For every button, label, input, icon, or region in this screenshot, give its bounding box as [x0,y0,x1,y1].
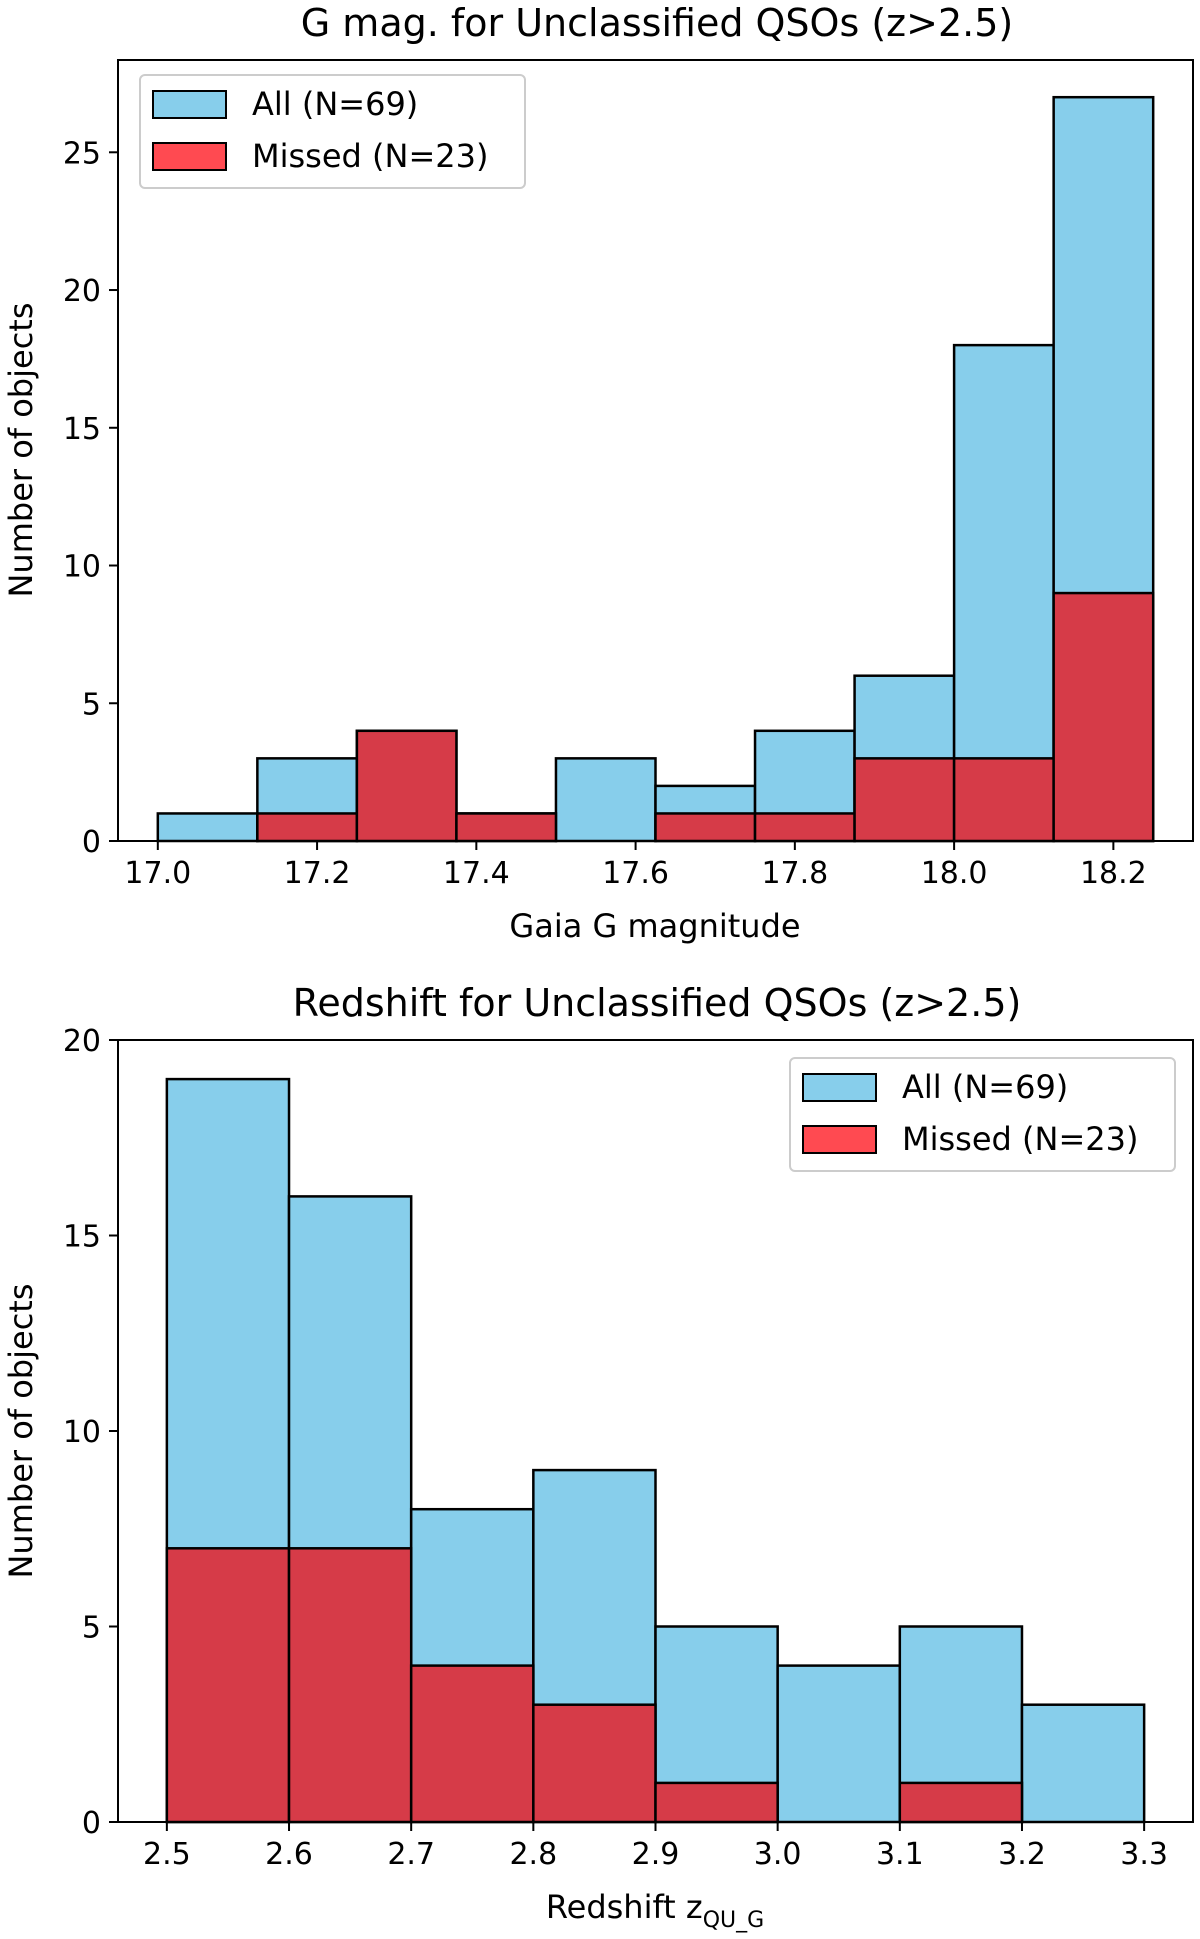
x-tick-label: 2.9 [632,1837,680,1872]
legend-label-all: All (N=69) [252,85,418,123]
x-tick-label: 17.0 [124,856,191,891]
bar-all-4 [554,757,657,843]
y-tick-label: 5 [82,1611,101,1646]
y-tick-label: 10 [63,1415,101,1450]
y-axis-ticks: 0 5 10 15 20 [63,1024,118,1841]
plot-frame [117,59,1194,842]
x-tick-label: 3.2 [998,1837,1046,1872]
legend-frame [789,1057,1176,1172]
bar-missed-3 [532,1703,657,1824]
legend-label-missed: Missed (N=23) [902,1120,1138,1158]
x-tick-label: 2.8 [509,1837,557,1872]
y-tick-label: 20 [63,274,101,309]
x-tick-label: 17.4 [443,856,510,891]
x-tick-label: 17.8 [761,856,828,891]
bars [165,1077,1146,1824]
x-axis-label-subscript: QU_G [703,1908,764,1933]
y-axis-label: Number of objects [2,302,40,597]
legend-label-missed: Missed (N=23) [252,137,488,175]
bar-missed-2 [409,1664,535,1824]
bar-missed-6 [898,1781,1024,1824]
chart-title: Redshift for Unclassified QSOs (z>2.5) [293,981,1022,1025]
bars [156,95,1155,843]
bar-missed-4 [654,1781,779,1824]
y-tick-label: 5 [82,687,101,722]
bar-missed-3 [455,812,558,843]
x-tick-label: 3.0 [754,1837,802,1872]
bar-missed-2 [355,729,458,843]
chart-title: G mag. for Unclassified QSOs (z>2.5) [301,1,1013,45]
x-tick-label: 3.1 [876,1837,924,1872]
x-axis-ticks: 2.5 2.6 2.7 2.8 2.9 3.0 3.1 3.2 3.3 [143,1822,1168,1872]
y-tick-label: 15 [63,412,101,447]
bar-all-7 [1020,1703,1146,1824]
legend-swatch-missed [152,142,227,171]
x-tick-label: 17.2 [284,856,351,891]
x-tick-label: 18.0 [921,856,988,891]
redshift-histogram: Redshift for Unclassified QSOs (z>2.5) 2… [2,981,1194,1933]
bar-missed-9 [1052,591,1155,843]
y-tick-label: 0 [82,1806,101,1841]
bar-missed-8 [952,757,1055,843]
legend-swatch-all [802,1073,877,1102]
legend-label-all: All (N=69) [902,1068,1068,1106]
bar-missed-1 [287,1547,413,1824]
y-tick-label: 25 [63,136,101,171]
legend-frame [139,74,526,189]
x-axis-label: Redshift zQU_G [546,1888,764,1933]
gmag-histogram: G mag. for Unclassified QSOs (z>2.5) 17.… [2,1,1194,945]
y-axis-ticks: 0 5 10 15 20 25 [63,136,118,860]
legend-swatch-missed [802,1125,877,1154]
y-tick-label: 10 [63,550,101,585]
x-tick-label: 2.5 [143,1837,191,1872]
x-tick-label: 2.7 [387,1837,435,1872]
bar-missed-5 [654,812,757,843]
legend: All (N=69) Missed (N=23) [139,74,526,189]
x-axis-label: Gaia G magnitude [509,907,800,945]
x-tick-label: 17.6 [602,856,669,891]
legend: All (N=69) Missed (N=23) [789,1057,1176,1172]
x-axis-label-main: Redshift z [546,1888,703,1926]
x-tick-label: 3.3 [1120,1837,1168,1872]
y-axis-label: Number of objects [2,1283,40,1578]
x-tick-label: 18.2 [1080,856,1147,891]
bar-all-0 [156,812,259,843]
bar-missed-6 [753,812,856,843]
y-tick-label: 0 [82,825,101,860]
bar-missed-7 [853,757,956,843]
bar-missed-1 [256,812,359,843]
bar-all-5 [776,1664,902,1824]
x-tick-label: 2.6 [265,1837,313,1872]
legend-swatch-all [152,90,227,119]
y-tick-label: 20 [63,1024,101,1059]
bar-missed-0 [165,1547,291,1824]
y-tick-label: 15 [63,1220,101,1255]
x-axis-ticks: 17.0 17.2 17.4 17.6 17.8 18.0 18.2 [124,841,1147,891]
